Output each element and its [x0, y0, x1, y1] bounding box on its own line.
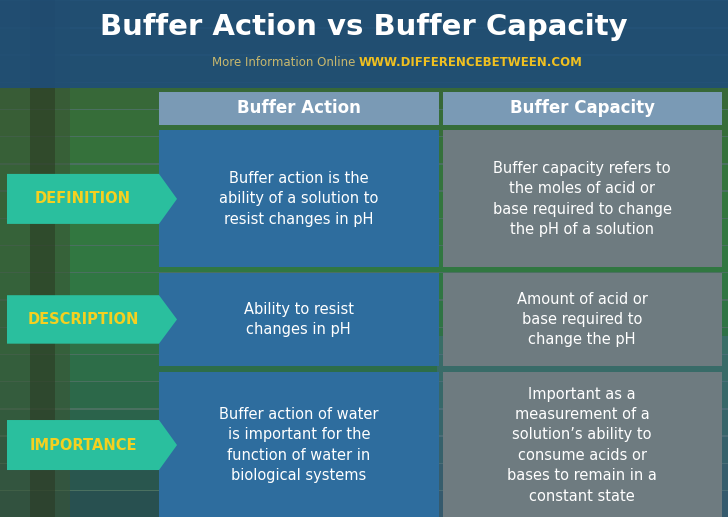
Text: Buffer action is the
ability of a solution to
resist changes in pH: Buffer action is the ability of a soluti…: [219, 171, 379, 227]
Text: Ability to resist
changes in pH: Ability to resist changes in pH: [244, 302, 354, 337]
FancyBboxPatch shape: [0, 246, 728, 272]
FancyBboxPatch shape: [0, 301, 728, 327]
FancyBboxPatch shape: [443, 130, 722, 267]
FancyBboxPatch shape: [159, 130, 438, 267]
FancyBboxPatch shape: [159, 92, 438, 125]
FancyBboxPatch shape: [30, 0, 55, 517]
FancyBboxPatch shape: [443, 92, 722, 125]
FancyBboxPatch shape: [0, 28, 728, 54]
FancyBboxPatch shape: [0, 273, 728, 299]
Text: Buffer action of water
is important for the
function of water in
biological syst: Buffer action of water is important for …: [219, 407, 379, 483]
FancyBboxPatch shape: [0, 138, 728, 163]
FancyBboxPatch shape: [443, 273, 722, 366]
Text: Amount of acid or
base required to
change the pH: Amount of acid or base required to chang…: [517, 292, 648, 347]
Text: More Information Online WWW.DIFFERENCEBETWEEN.COM: More Information Online WWW.DIFFERENCEBE…: [191, 56, 537, 69]
FancyBboxPatch shape: [0, 2, 728, 27]
Text: DEFINITION: DEFINITION: [35, 191, 131, 206]
FancyBboxPatch shape: [443, 372, 722, 517]
Text: Important as a
measurement of a
solution’s ability to
consume acids or
bases to : Important as a measurement of a solution…: [507, 387, 657, 504]
FancyBboxPatch shape: [0, 0, 70, 517]
FancyBboxPatch shape: [0, 164, 728, 190]
FancyBboxPatch shape: [0, 382, 728, 408]
FancyBboxPatch shape: [0, 464, 728, 490]
FancyBboxPatch shape: [0, 219, 728, 245]
Polygon shape: [7, 420, 177, 470]
FancyBboxPatch shape: [0, 491, 728, 517]
Text: Buffer Capacity: Buffer Capacity: [510, 99, 654, 117]
Text: Buffer Action: Buffer Action: [237, 99, 360, 117]
FancyBboxPatch shape: [0, 110, 728, 136]
FancyBboxPatch shape: [437, 336, 728, 517]
FancyBboxPatch shape: [0, 355, 728, 381]
FancyBboxPatch shape: [0, 409, 728, 435]
Text: WWW.DIFFERENCEBETWEEN.COM: WWW.DIFFERENCEBETWEEN.COM: [359, 56, 583, 69]
FancyBboxPatch shape: [0, 328, 728, 354]
FancyBboxPatch shape: [0, 192, 728, 218]
Text: Buffer Action vs Buffer Capacity: Buffer Action vs Buffer Capacity: [100, 13, 628, 41]
FancyBboxPatch shape: [0, 83, 728, 109]
FancyBboxPatch shape: [159, 273, 438, 366]
FancyBboxPatch shape: [0, 437, 728, 463]
Text: DESCRIPTION: DESCRIPTION: [28, 312, 139, 327]
FancyBboxPatch shape: [0, 0, 728, 88]
Text: Buffer capacity refers to
the moles of acid or
base required to change
the pH of: Buffer capacity refers to the moles of a…: [493, 161, 672, 237]
Polygon shape: [7, 174, 177, 224]
Text: More Information Online: More Information Online: [212, 56, 359, 69]
Text: IMPORTANCE: IMPORTANCE: [29, 437, 137, 452]
FancyBboxPatch shape: [0, 56, 728, 82]
Polygon shape: [7, 295, 177, 344]
FancyBboxPatch shape: [159, 372, 438, 517]
